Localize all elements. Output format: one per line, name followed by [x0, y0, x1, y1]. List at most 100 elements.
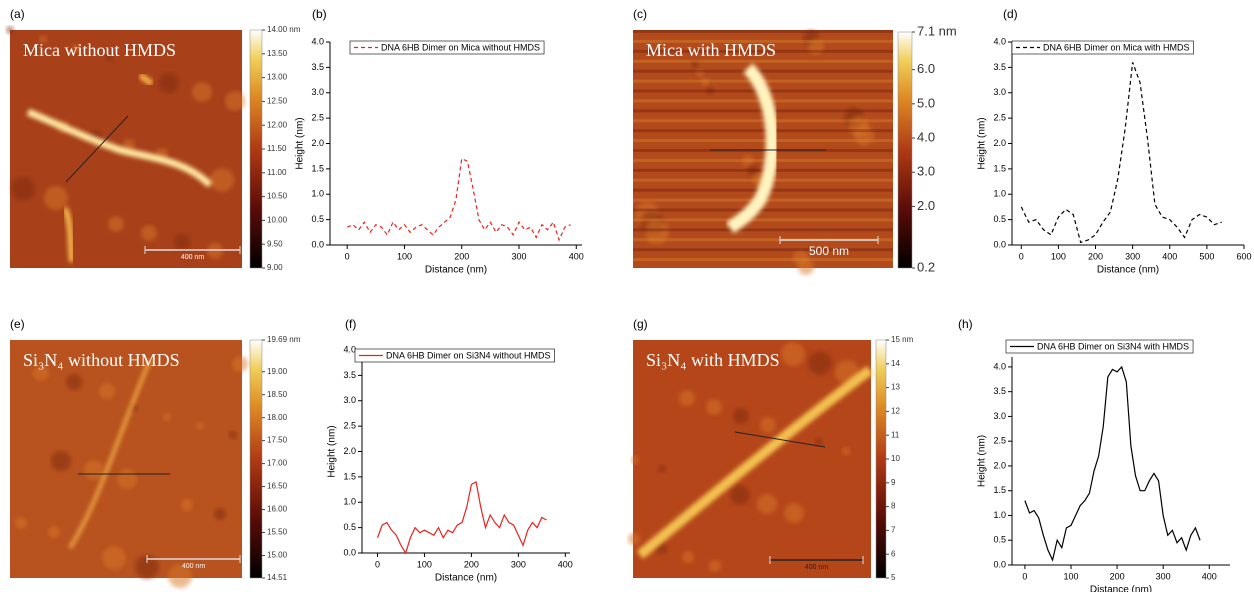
texture — [39, 35, 47, 43]
y-axis-label: Height (nm) — [295, 117, 306, 169]
y-tick-label: 3.5 — [343, 370, 356, 380]
texture — [11, 177, 35, 201]
x-tick-label: 200 — [454, 251, 469, 261]
colorbar-tick-label: 6.0 — [917, 61, 935, 76]
y-tick-label: 0.5 — [343, 522, 356, 532]
texture — [232, 356, 248, 372]
texture — [210, 168, 234, 192]
legend-box — [1011, 40, 1194, 55]
scan-line — [633, 208, 893, 212]
scan-line — [633, 129, 893, 133]
panel-label: (h) — [958, 317, 973, 331]
scale-bar-label: 400 nm — [182, 563, 206, 570]
texture — [682, 551, 694, 563]
y-tick-label: 1.5 — [993, 485, 1006, 495]
colorbar-tick-label: 15 nm — [891, 335, 914, 344]
x-tick-label: 400 — [1202, 571, 1217, 581]
scan-line — [633, 258, 893, 262]
colorbar-tick-label: 9.50 — [267, 239, 283, 248]
texture — [84, 460, 104, 480]
colorbar-tick-label: 17.50 — [267, 436, 288, 445]
image-title: Si₃N₄ with HMDS — [646, 350, 780, 370]
scan-line — [633, 69, 893, 73]
afm-image — [10, 340, 242, 578]
x-tick-label: 400 — [569, 251, 584, 261]
molecule — [636, 366, 874, 559]
panel-label: (d) — [1003, 7, 1018, 21]
colorbar-tick-label: 13.00 — [267, 73, 288, 82]
colorbar-tick-label: 12.50 — [267, 97, 288, 106]
x-tick-label: 100 — [397, 251, 412, 261]
x-tick-label: 200 — [1088, 251, 1103, 261]
texture — [72, 44, 80, 52]
colorbar-tick-label: 18.00 — [267, 413, 288, 422]
y-tick-label: 2.5 — [311, 113, 324, 123]
texture — [691, 60, 699, 68]
y-axis-label: Height (nm) — [977, 117, 988, 169]
colorbar — [249, 339, 263, 579]
legend-box — [354, 348, 555, 363]
panel-label: (c) — [633, 7, 647, 21]
texture — [141, 225, 157, 241]
legend-label: DNA 6HB Dimer on Mica with HMDS — [1043, 42, 1190, 52]
y-tick-label: 2.0 — [993, 138, 1006, 148]
colorbar — [897, 31, 913, 269]
y-tick-label: 0.5 — [993, 535, 1006, 545]
y-tick-label: 3.0 — [343, 395, 356, 405]
texture — [225, 91, 245, 111]
texture — [733, 408, 749, 424]
texture — [192, 82, 212, 102]
afm-image — [633, 30, 893, 268]
x-tick-label: 600 — [1236, 251, 1251, 261]
y-tick-label: 1.5 — [311, 163, 324, 173]
texture — [15, 517, 27, 529]
scan-line — [633, 59, 893, 63]
texture — [631, 456, 639, 464]
colorbar — [249, 29, 263, 269]
y-tick-label: 0.0 — [993, 559, 1006, 569]
y-tick-label: 3.5 — [311, 62, 324, 72]
texture — [706, 399, 722, 415]
texture — [798, 259, 814, 275]
texture — [135, 555, 159, 579]
scale-bar-label: 400 nm — [181, 254, 205, 261]
scale-bar-label: 400 nm — [805, 564, 829, 571]
texture — [99, 383, 115, 399]
y-tick-label: 4.0 — [311, 36, 324, 46]
y-tick-label: 3.0 — [993, 411, 1006, 421]
colorbar-tick-label: 12 — [891, 407, 900, 416]
data-line — [346, 157, 571, 242]
texture — [117, 469, 137, 489]
x-tick-label: 0 — [375, 559, 380, 569]
texture — [815, 438, 823, 446]
texture — [757, 494, 777, 514]
texture — [159, 73, 179, 93]
scale-bar-label: 500 nm — [809, 244, 849, 258]
y-tick-label: 0.0 — [311, 239, 324, 249]
colorbar-tick-label: 10.00 — [267, 216, 288, 225]
colorbar-tick-label: 19.69 nm — [267, 335, 301, 344]
texture — [196, 422, 204, 430]
colorbar-tick-label: 15.50 — [267, 528, 288, 537]
colorbar-tick-label: 11.50 — [267, 144, 287, 153]
y-axis-label: Height (nm) — [327, 425, 338, 477]
colorbar-tick-label: 11.00 — [267, 168, 287, 177]
colorbar-tick-label: 13 — [891, 383, 900, 392]
x-tick-label: 200 — [464, 559, 479, 569]
texture — [808, 351, 832, 375]
x-tick-label: 400 — [1162, 251, 1177, 261]
x-axis-label: Distance (nm) — [1097, 265, 1159, 276]
molecule — [138, 72, 154, 87]
y-tick-label: 2.0 — [993, 460, 1006, 470]
colorbar-tick-label: 16.50 — [267, 482, 288, 491]
texture — [760, 417, 776, 433]
x-tick-label: 300 — [511, 559, 526, 569]
texture — [102, 546, 126, 570]
y-tick-label: 3.0 — [311, 87, 324, 97]
texture — [44, 186, 68, 210]
x-tick-label: 0 — [1022, 571, 1027, 581]
texture — [747, 164, 759, 176]
texture — [168, 564, 192, 588]
y-tick-label: 3.0 — [993, 87, 1006, 97]
